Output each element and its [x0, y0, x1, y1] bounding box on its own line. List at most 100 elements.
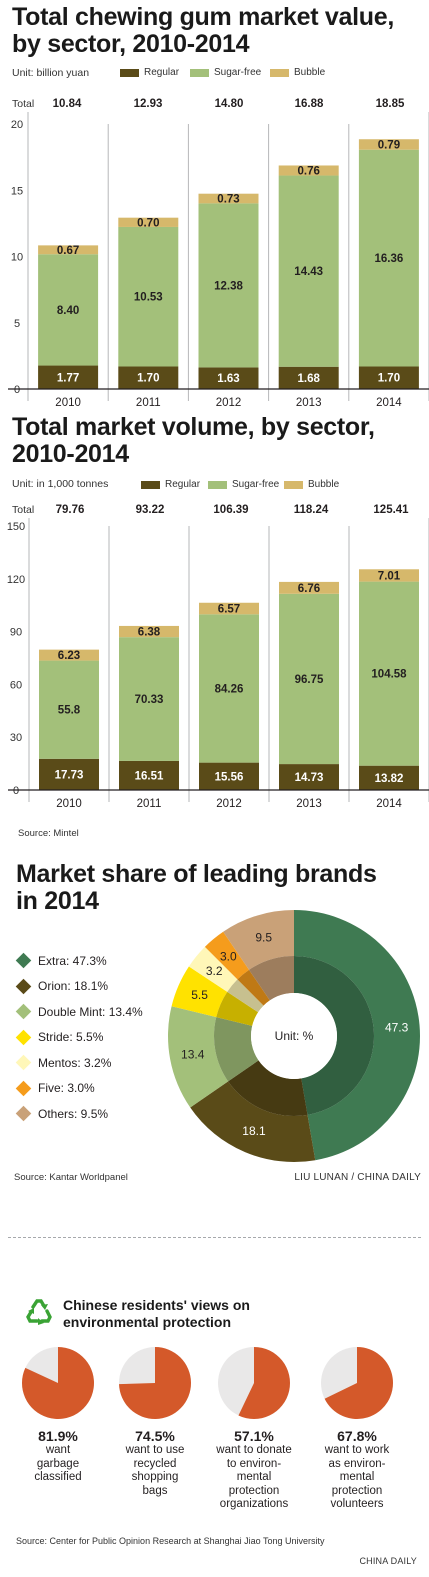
- chart2-legend-sugarfree: Sugar-free: [208, 479, 279, 490]
- chart2-unit: Unit: in 1,000 tonnes: [12, 478, 109, 490]
- bar-sugarfree-2012: [198, 203, 259, 368]
- chart3-legend: Extra: 47.3% Orion: 18.1% Double Mint: 1…: [15, 948, 143, 1127]
- data-label: 7.01: [378, 570, 401, 582]
- y-tick-label: 60: [10, 679, 22, 691]
- chart3-title: Market share of leading brands in 2014: [16, 861, 377, 915]
- slice-inner-others: [249, 956, 294, 1001]
- x-tick-label: 2012: [216, 798, 242, 810]
- desc-line: want: [45, 1444, 71, 1456]
- y-tick-label: 20: [11, 119, 23, 131]
- legend-swatch: [270, 68, 289, 77]
- chart1-unit: Unit: billion yuan: [12, 67, 90, 79]
- bar-sugarfree-2011: [119, 637, 179, 761]
- chart4-title: Chinese residents' views on environmenta…: [63, 1297, 250, 1331]
- bar-sugarfree-2014: [358, 149, 419, 367]
- env-item-1: 81.9% want garbage classified: [8, 1428, 108, 1485]
- env-item-2: 74.5% want to use recycled shopping bags: [105, 1428, 205, 1498]
- legend-label: Regular: [165, 479, 201, 490]
- data-label: 13.82: [375, 773, 404, 785]
- bar-regular-2011: [119, 760, 179, 790]
- legend-diamond: [15, 952, 32, 969]
- chart3-title-line2: in 2014: [16, 887, 99, 915]
- desc-line: want to use: [125, 1444, 185, 1456]
- chart1-title-line2: by sector, 2010-2014: [12, 30, 250, 58]
- legend-diamond: [15, 1080, 32, 1097]
- legend-label: Mentos: 3.2%: [38, 1055, 112, 1070]
- legend-item-mentos: Mentos: 3.2%: [15, 1050, 143, 1076]
- slice-inner-shade-extra: [294, 956, 374, 1115]
- legend-label: Five: 3.0%: [38, 1081, 95, 1096]
- bar-bubble-2010: [39, 649, 99, 661]
- slice-inner-five: [237, 969, 270, 1006]
- slice-inner-mentos: [227, 979, 264, 1013]
- chart2-title-line2: 2010-2014: [12, 440, 129, 468]
- bar-regular-2014: [358, 366, 419, 389]
- bar-sugarfree-2013: [278, 175, 339, 367]
- desc-line: organizations: [219, 1498, 289, 1510]
- chart2-title-line1: Total market volume, by sector,: [12, 413, 375, 441]
- env-item-pct: 74.5%: [135, 1428, 175, 1444]
- data-label: 1.63: [217, 373, 239, 385]
- chart1-title: Total chewing gum market value, by secto…: [12, 4, 394, 58]
- data-label: 6.38: [138, 627, 161, 639]
- legend-item-orion: Orion: 18.1%: [15, 974, 143, 1000]
- bar-bubble-2012: [199, 602, 259, 615]
- legend-label: Extra: 47.3%: [38, 953, 107, 968]
- chart1-legend-regular: Regular: [120, 67, 179, 78]
- legend-swatch: [120, 68, 139, 77]
- chart2-total-2012: 106.39: [213, 504, 249, 516]
- legend-diamond: [15, 1029, 32, 1046]
- env-item-pct: 57.1%: [234, 1428, 274, 1444]
- chart2-legend-regular: Regular: [141, 479, 200, 490]
- legend-item-five: Five: 3.0%: [15, 1076, 143, 1102]
- chart1-total-2012: 14.80: [214, 98, 244, 110]
- data-label: 0.70: [137, 217, 159, 229]
- x-tick-label: 2011: [137, 798, 162, 810]
- env-item-pct: 67.8%: [337, 1428, 377, 1444]
- data-label: 14.73: [295, 772, 324, 784]
- chart1-total-2011: 12.93: [133, 98, 163, 110]
- bar-regular-2013: [278, 366, 339, 389]
- bar-sugarfree-2010: [38, 254, 99, 366]
- y-tick-label: 10: [11, 252, 23, 264]
- slice-inner-extra: [294, 956, 374, 1115]
- bar-regular-2012: [198, 367, 259, 389]
- desc-line: shopping: [131, 1471, 179, 1483]
- desc-line: mental: [339, 1471, 375, 1483]
- bar-regular-2011: [118, 366, 179, 389]
- env-pie-slice-3: [238, 1347, 290, 1419]
- slice-orion: [190, 1081, 316, 1162]
- y-tick-label: 150: [7, 521, 25, 533]
- env-item-desc: want to use recycled shopping bags: [105, 1444, 205, 1498]
- y-tick-label: 0: [14, 384, 20, 396]
- legend-label: Double Mint: 13.4%: [38, 1004, 143, 1019]
- desc-line: classified: [34, 1471, 82, 1483]
- chart2-source: Source: Mintel: [18, 828, 79, 839]
- slice-inner-shade-mentos: [227, 979, 264, 1013]
- x-tick-label: 2010: [55, 397, 81, 409]
- desc-line: garbage: [36, 1457, 80, 1470]
- slice-inner-orion: [228, 1060, 308, 1116]
- env-pie-slice-2: [119, 1347, 191, 1419]
- section-divider: [8, 1237, 421, 1238]
- x-tick-label: 2013: [296, 798, 322, 810]
- data-label: 0.73: [217, 194, 239, 206]
- env-item-desc: want to work as environ- mental protecti…: [307, 1444, 407, 1512]
- legend-item-doublemint: Double Mint: 13.4%: [15, 999, 143, 1025]
- y-tick-label: 0: [13, 785, 19, 797]
- chart1-legend-sugarfree: Sugar-free: [190, 67, 261, 78]
- desc-line: want to work: [324, 1444, 390, 1456]
- bar-bubble-2014: [358, 139, 419, 150]
- data-label: 1.70: [137, 373, 159, 385]
- slice-label: 3.2: [206, 964, 223, 978]
- data-label: 70.33: [135, 694, 164, 706]
- data-label: 16.51: [135, 770, 164, 782]
- chart1-title-line1: Total chewing gum market value,: [12, 3, 394, 31]
- chart1-total-2014: 18.85: [375, 98, 405, 110]
- data-label: 15.56: [215, 771, 244, 783]
- env-pie-slice-4: [324, 1347, 393, 1419]
- data-label: 0.76: [298, 166, 320, 178]
- x-tick-label: 2014: [376, 798, 402, 810]
- legend-item-others: Others: 9.5%: [15, 1101, 143, 1127]
- bar-sugarfree-2011: [118, 226, 179, 367]
